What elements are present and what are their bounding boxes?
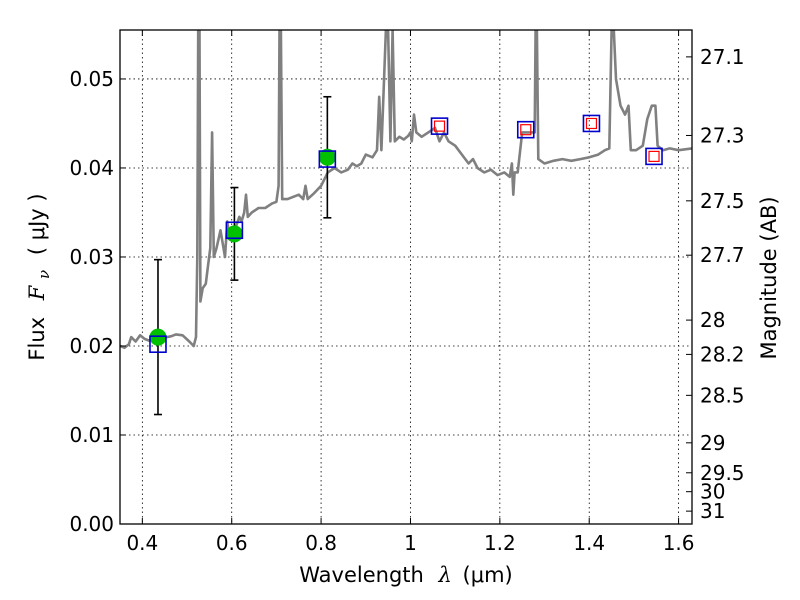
model-photometry-point [149,335,167,354]
mag-tick-label: 30 [700,480,725,504]
y-axis-label-unit: ( μJy ) [25,193,49,255]
nondetection-marker [433,120,446,132]
magnitude-axis-label: Magnitude (AB) [757,196,781,359]
mag-tick-label: 28.2 [700,342,745,366]
mag-tick-label: 27.7 [700,243,745,267]
y-tick-label: 0.04 [69,156,114,180]
axes-frame [119,29,693,525]
model-photometry-point [318,150,337,168]
x-tick-label: 1 [404,531,417,555]
nondetection-marker [648,150,660,162]
nondetection-layer [433,117,660,162]
model-photometry-layer [149,114,663,354]
mag-tick-label: 29 [700,431,725,455]
tick-labels: 0.4 0.6 0.8 1 1.2 1.4 1.6 0.00 0.01 0.02 0.03 0.04 0… [69,45,744,555]
y-axis-label-subscript: ν [35,270,53,279]
x-axis-label-unit: (μm) [463,563,513,587]
y-axis-label-symbol: F [25,284,49,301]
sed-model-layer [120,30,692,350]
observed-photometry-point [225,225,243,243]
y-tick-label: 0.01 [69,423,114,447]
model-photometry-point [582,114,601,133]
x-tick-label: 0.6 [216,531,248,555]
model-photometry-point [225,221,244,240]
error-bars-layer [153,95,332,416]
sed-model-line [120,30,692,350]
y-axis-label-text: Flux [25,317,49,361]
mag-tick-label: 28 [700,308,725,332]
mag-tick-label: 27.1 [700,45,745,69]
x-tick-label: 0.4 [126,531,158,555]
mag-tick-label: 31 [700,499,725,523]
model-photometry-point [516,120,535,139]
nondetection-marker [585,117,598,130]
mag-tick-label: 27.5 [700,189,745,213]
mag-tick-label: 29.5 [700,461,745,485]
mag-tick-label: 27.3 [700,123,745,147]
plot-frame [119,29,693,525]
model-photometry-point [430,117,449,135]
y-axis-label: Flux F ν ( μJy ) [25,193,54,360]
x-tick-label: 1.6 [663,531,695,555]
nondetection-marker [520,124,532,136]
x-tick-label: 1.2 [484,531,516,555]
y-tick-label: 0.05 [69,67,114,91]
mag-tick-label: 28.5 [700,383,745,407]
observed-photometry-point [149,328,167,346]
observed-points-layer [149,148,336,346]
x-axis-label-text: Wavelength [299,563,424,587]
y-tick-label: 0.03 [69,245,114,269]
x-tick-label: 0.8 [305,531,337,555]
x-tick-label: 1.4 [573,531,605,555]
x-axis-label: Wavelength λ (μm) [299,563,512,587]
model-photometry-point [645,147,663,166]
x-axis-label-symbol: λ [438,563,452,587]
y-tick-label: 0.02 [69,334,114,358]
y-tick-label: 0.00 [69,512,114,536]
